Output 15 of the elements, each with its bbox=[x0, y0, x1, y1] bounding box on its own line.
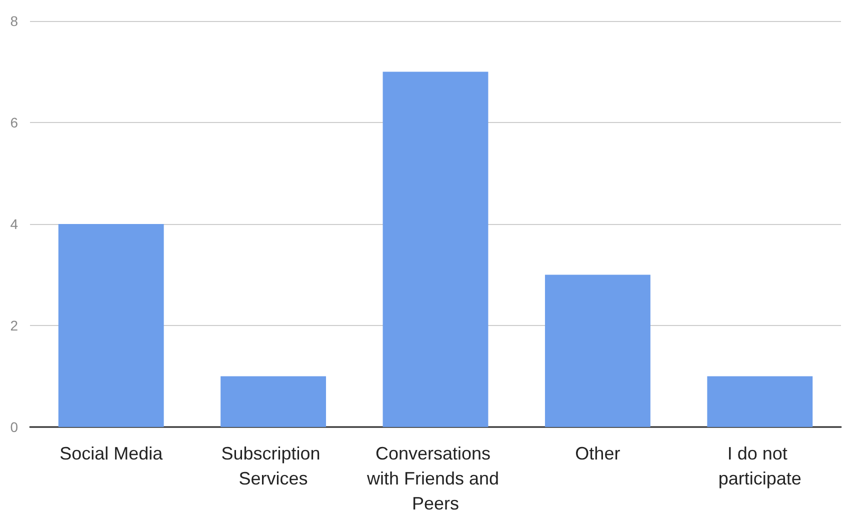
y-tick-label: 2 bbox=[10, 318, 18, 334]
bar bbox=[382, 72, 488, 427]
bar bbox=[58, 224, 164, 427]
x-tick-label: Other bbox=[575, 444, 620, 464]
x-tick-label: Social Media bbox=[60, 444, 164, 464]
x-tick-label: Conversations with Friends and Peers bbox=[366, 444, 504, 514]
y-tick-label: 4 bbox=[10, 216, 18, 232]
bar bbox=[707, 376, 813, 427]
y-tick-label: 0 bbox=[10, 419, 18, 435]
bar bbox=[544, 274, 650, 427]
y-tick-label: 8 bbox=[10, 13, 18, 29]
y-tick-label: 6 bbox=[10, 114, 18, 130]
x-tick-label: I do not participate bbox=[718, 444, 802, 488]
bar bbox=[220, 376, 326, 427]
x-tick-label: Subscription Services bbox=[221, 444, 326, 488]
